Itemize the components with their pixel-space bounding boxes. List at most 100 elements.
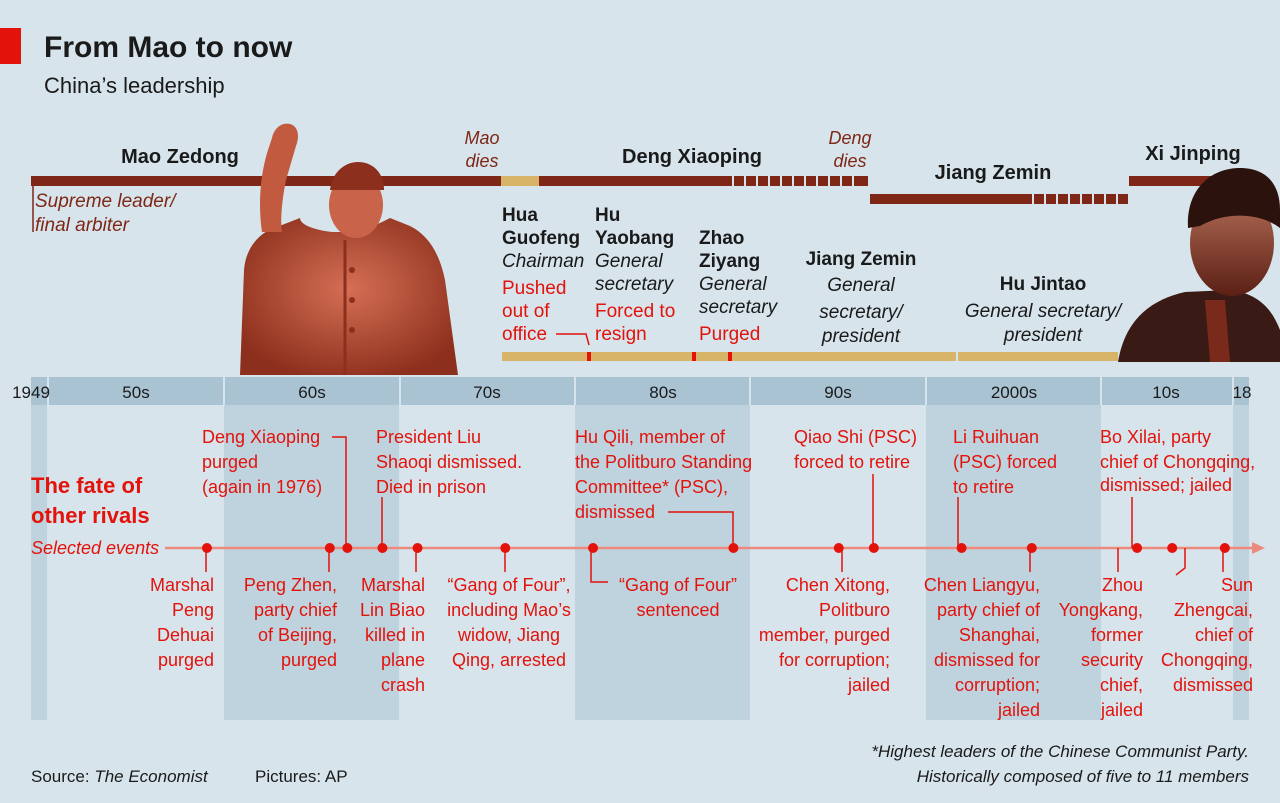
svg-text:of Beijing,: of Beijing, xyxy=(258,625,337,645)
rivals-heading-line2: other rivals xyxy=(31,503,150,528)
event-marker-1971-4 xyxy=(412,543,423,553)
footnote-line1: *Highest leaders of the Chinese Communis… xyxy=(871,742,1249,761)
svg-text:dismissed for: dismissed for xyxy=(934,650,1040,670)
svg-text:Yaobang: Yaobang xyxy=(595,228,674,249)
svg-text:(PSC) forced: (PSC) forced xyxy=(953,452,1057,472)
bar-jiang xyxy=(870,194,1032,204)
svg-text:“Gang of Four”,: “Gang of Four”, xyxy=(447,575,570,595)
deng-dies-line1: Deng xyxy=(828,128,871,148)
svg-text:member, purged: member, purged xyxy=(759,625,890,645)
page-title: From Mao to now xyxy=(44,31,293,64)
svg-text:chief of Chongqing,: chief of Chongqing, xyxy=(1100,452,1255,472)
svg-text:“Gang of Four”: “Gang of Four” xyxy=(619,575,737,595)
svg-text:Forced to: Forced to xyxy=(595,301,675,322)
svg-text:secretary: secretary xyxy=(595,274,675,295)
svg-text:General secretary/: General secretary/ xyxy=(965,301,1123,322)
event-marker-2014-13 xyxy=(1167,543,1178,553)
event-below-lin-biao: Marshal Lin Biao killed in plane crash xyxy=(360,575,425,695)
svg-text:Chen Liangyu,: Chen Liangyu, xyxy=(924,575,1040,595)
svg-text:office: office xyxy=(502,324,547,345)
hua-fate-pointer xyxy=(556,333,590,346)
axis-start-label: 1949 xyxy=(12,383,50,402)
decade-band-2000s xyxy=(926,405,1101,720)
svg-text:widow, Jiang: widow, Jiang xyxy=(457,625,560,645)
svg-text:Hu Qili, member of: Hu Qili, member of xyxy=(575,427,726,447)
event-above-qiao-shi: Qiao Shi (PSC) forced to retire xyxy=(794,427,917,472)
svg-text:President Liu: President Liu xyxy=(376,427,481,447)
svg-text:dismissed; jailed: dismissed; jailed xyxy=(1100,475,1232,495)
event-below-peng-zhen: Peng Zhen, party chief of Beijing, purge… xyxy=(244,575,338,670)
event-marker-2012-12 xyxy=(1132,543,1143,553)
decade-header xyxy=(31,377,1249,405)
bar-deng xyxy=(548,176,732,186)
svg-text:Sun: Sun xyxy=(1221,575,1253,595)
mao-portrait xyxy=(240,123,458,375)
leader-deng-name: Deng Xiaoping xyxy=(622,146,762,168)
bar-deng-transition xyxy=(539,176,548,186)
svg-text:Purged: Purged xyxy=(699,324,760,345)
svg-text:party chief: party chief xyxy=(254,600,338,620)
leader-mao-name: Mao Zedong xyxy=(121,146,239,168)
svg-text:corruption;: corruption; xyxy=(955,675,1040,695)
event-markers xyxy=(201,543,1230,553)
svg-text:Dehuai: Dehuai xyxy=(157,625,214,645)
decade-label-70s: 70s xyxy=(473,383,500,402)
svg-text:crash: crash xyxy=(381,675,425,695)
event-above-li-ruihuan: Li Ruihuan (PSC) forced to retire xyxy=(953,427,1057,497)
svg-text:Ziyang: Ziyang xyxy=(699,251,760,272)
decade-label-10s: 10s xyxy=(1152,383,1179,402)
mao-role-line2: final arbiter xyxy=(35,215,130,236)
svg-text:Peng: Peng xyxy=(172,600,214,620)
event-marker-1969-3 xyxy=(377,543,388,553)
mao-role-line1: Supreme leader/ xyxy=(35,191,177,212)
footnote-line2: Historically composed of five to 11 memb… xyxy=(917,767,1250,786)
svg-text:chief,: chief, xyxy=(1100,675,1143,695)
svg-text:Bo Xilai, party: Bo Xilai, party xyxy=(1100,427,1211,447)
svg-text:Chongqing,: Chongqing, xyxy=(1161,650,1253,670)
event-marker-1981-6 xyxy=(588,543,599,553)
deng-dies-line2: dies xyxy=(833,151,866,171)
official-leader-bar xyxy=(502,352,1118,361)
svg-text:purged: purged xyxy=(158,650,214,670)
decade-bands xyxy=(31,405,1249,720)
svg-text:Pushed: Pushed xyxy=(502,278,566,299)
source-credit: Source: The Economist xyxy=(31,767,209,786)
svg-text:jailed: jailed xyxy=(847,675,890,695)
svg-text:Marshal: Marshal xyxy=(361,575,425,595)
svg-text:Lin Biao: Lin Biao xyxy=(360,600,425,620)
title-accent xyxy=(0,28,21,64)
event-marker-1967-2 xyxy=(342,543,353,553)
svg-text:Guofeng: Guofeng xyxy=(502,228,580,249)
svg-text:including Mao’s: including Mao’s xyxy=(447,600,571,620)
svg-text:Qiao Shi (PSC): Qiao Shi (PSC) xyxy=(794,427,917,447)
event-marker-2002-10 xyxy=(956,543,967,553)
svg-text:killed in: killed in xyxy=(365,625,425,645)
svg-text:dismissed: dismissed xyxy=(575,502,655,522)
svg-text:Politburo: Politburo xyxy=(819,600,890,620)
svg-text:forced to retire: forced to retire xyxy=(794,452,910,472)
official-zhao: Zhao Ziyang General secretary Purged xyxy=(699,228,779,345)
svg-text:purged: purged xyxy=(281,650,337,670)
svg-text:Shanghai,: Shanghai, xyxy=(959,625,1040,645)
decade-label-60s: 60s xyxy=(298,383,325,402)
event-below-peng-dehuai: Marshal Peng Dehuai purged xyxy=(150,575,214,670)
leader-xi-name: Xi Jinping xyxy=(1145,143,1241,165)
svg-text:Peng Zhen,: Peng Zhen, xyxy=(244,575,337,595)
rivals-subheading: Selected events xyxy=(31,538,159,558)
pictures-credit: Pictures: AP xyxy=(255,767,348,786)
bar-mao-dies-gap xyxy=(501,176,539,186)
svg-text:Hu: Hu xyxy=(595,205,620,226)
event-below-gang-of-four-sentenced: “Gang of Four” sentenced xyxy=(619,575,737,620)
event-below-chen-liangyu: Chen Liangyu, party chief of Shanghai, d… xyxy=(924,575,1041,720)
decade-band-1949 xyxy=(31,405,47,720)
svg-text:Zhengcai,: Zhengcai, xyxy=(1174,600,1253,620)
event-above-bo-xilai: Bo Xilai, party chief of Chongqing, dism… xyxy=(1100,427,1255,495)
event-marker-1966-1 xyxy=(324,543,335,553)
event-below-gang-of-four-arrested: “Gang of Four”, including Mao’s widow, J… xyxy=(447,575,571,670)
rivals-axis-arrow xyxy=(1252,542,1265,554)
svg-text:Marshal: Marshal xyxy=(150,575,214,595)
svg-text:Chen Xitong,: Chen Xitong, xyxy=(786,575,890,595)
event-marker-1959-0 xyxy=(201,543,212,553)
svg-text:dismissed: dismissed xyxy=(1173,675,1253,695)
